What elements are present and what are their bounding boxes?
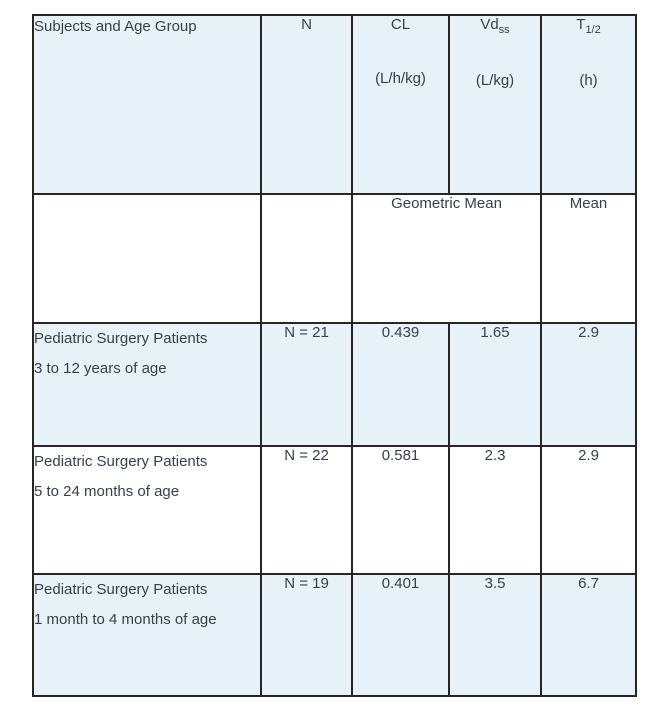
group-line1: Pediatric Surgery Patients	[34, 453, 208, 470]
header-vdss-unit: (L/kg)	[475, 72, 515, 89]
vdss-main-text: Vd	[480, 16, 499, 33]
table-row: Pediatric Surgery Patients 1 month to 4 …	[32, 573, 637, 697]
header-t-half-unit: (h)	[579, 72, 598, 89]
vdss-value: 2.3	[448, 445, 542, 575]
table-row: Pediatric Surgery Patients 5 to 24 month…	[32, 445, 637, 575]
t-half-value: 2.9	[540, 322, 637, 447]
group-line2: 1 month to 4 months of age	[34, 611, 217, 628]
t-half-subscript: 1/2	[585, 24, 601, 36]
empty-cell	[260, 193, 353, 324]
cl-value: 0.581	[351, 445, 450, 575]
header-vdss-label: Vdss	[451, 16, 539, 36]
n-value: N = 19	[260, 573, 353, 697]
header-vdss: Vdss (L/kg)	[448, 14, 542, 195]
group-cell: Pediatric Surgery Patients 3 to 12 years…	[32, 322, 262, 447]
t-half-main-text: T	[576, 16, 586, 33]
n-value: N = 22	[260, 445, 353, 575]
vdss-subscript: ss	[498, 24, 510, 36]
group-cell: Pediatric Surgery Patients 1 month to 4 …	[32, 573, 262, 697]
header-n: N	[260, 14, 353, 195]
group-line1: Pediatric Surgery Patients	[34, 581, 208, 598]
cl-value: 0.401	[351, 573, 450, 697]
pharmacokinetics-table: Subjects and Age Group N CL (L/h/kg) Vds…	[32, 14, 637, 697]
header-t-half: T1/2 (h)	[540, 14, 637, 195]
empty-cell	[32, 193, 262, 324]
header-cl: CL (L/h/kg)	[351, 14, 450, 195]
vdss-value: 3.5	[448, 573, 542, 697]
geometric-mean-label: Geometric Mean	[351, 193, 542, 324]
group-line1: Pediatric Surgery Patients	[34, 330, 208, 347]
t-half-value: 2.9	[540, 445, 637, 575]
header-subjects-age-group: Subjects and Age Group	[32, 14, 262, 195]
group-cell: Pediatric Surgery Patients 5 to 24 month…	[32, 445, 262, 575]
header-cl-label: CL	[390, 16, 411, 33]
statistic-type-row: Geometric Mean Mean	[32, 193, 637, 324]
t-half-value: 6.7	[540, 573, 637, 697]
group-line2: 5 to 24 months of age	[34, 483, 180, 500]
cl-value: 0.439	[351, 322, 450, 447]
table-row: Pediatric Surgery Patients 3 to 12 years…	[32, 322, 637, 447]
n-value: N = 21	[260, 322, 353, 447]
header-n-label: N	[301, 16, 312, 33]
mean-label: Mean	[540, 193, 637, 324]
group-line2: 3 to 12 years of age	[34, 360, 167, 377]
header-t-half-label: T1/2	[543, 16, 634, 36]
header-cl-unit: (L/h/kg)	[375, 70, 426, 87]
vdss-value: 1.65	[448, 322, 542, 447]
table-header-row: Subjects and Age Group N CL (L/h/kg) Vds…	[32, 14, 637, 195]
